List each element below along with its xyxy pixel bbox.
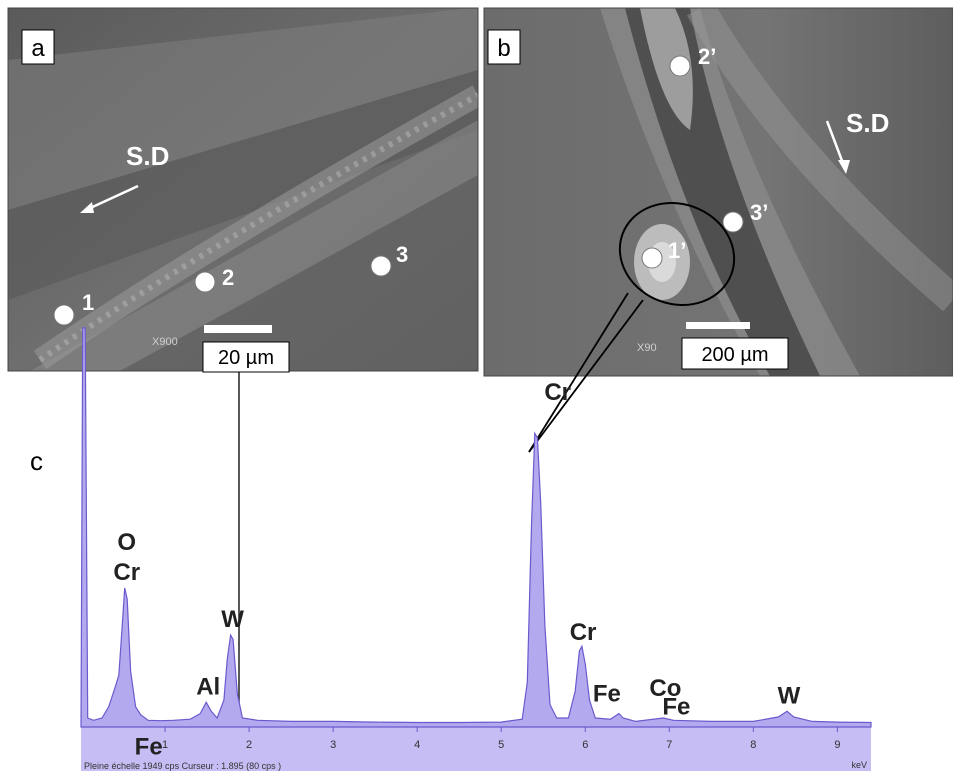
peak-label: Fe bbox=[593, 681, 621, 708]
peak-label: W bbox=[221, 606, 244, 633]
panel-b-point-label: 3’ bbox=[750, 200, 768, 225]
panel-a-point-label: 3 bbox=[396, 242, 408, 267]
panel-a-point-label: 1 bbox=[82, 290, 94, 315]
peak-label: Cr bbox=[544, 379, 571, 406]
panel-b-scale-bar bbox=[686, 322, 750, 329]
x-tick-label: 8 bbox=[750, 739, 756, 751]
panel-c-letter: c bbox=[30, 446, 43, 476]
peak-label: Cr bbox=[570, 619, 597, 646]
panel-b-arrowhead-icon bbox=[838, 160, 850, 174]
x-tick-label: 4 bbox=[414, 739, 420, 751]
x-tick-label: 5 bbox=[498, 739, 504, 751]
x-tick-label: 1 bbox=[162, 739, 168, 751]
micrograph-b bbox=[484, 8, 953, 376]
spectrum-footer: Pleine échelle 1949 cps Curseur : 1.895 … bbox=[84, 761, 281, 771]
micrograph-a bbox=[8, 8, 478, 371]
x-tick-label: 9 bbox=[834, 739, 840, 751]
panel-a-point-marker bbox=[194, 271, 216, 293]
panel-a-point-marker bbox=[53, 304, 75, 326]
panel-a-magnification: X900 bbox=[152, 336, 178, 348]
panel-a-scale-label: 20 µm bbox=[218, 347, 274, 369]
panel-b-magnification: X90 bbox=[637, 342, 657, 354]
panel-b-point-marker bbox=[669, 55, 691, 77]
peak-label: W bbox=[778, 682, 801, 709]
panel-b-point-label: 2’ bbox=[698, 44, 716, 69]
panel-b-arrow-icon bbox=[825, 120, 846, 167]
x-tick-label: 3 bbox=[330, 739, 336, 751]
peak-label: Fe bbox=[662, 693, 690, 720]
panel-b-scale-label: 200 µm bbox=[701, 344, 768, 366]
panel-b-point-marker bbox=[722, 211, 744, 233]
panel-a-scale-bar bbox=[204, 325, 272, 333]
x-axis-unit: keV bbox=[851, 760, 867, 770]
panel-b-point-marker bbox=[641, 247, 663, 269]
panel-a-letter: a bbox=[31, 35, 45, 62]
panel-a-arrowhead-icon bbox=[80, 202, 94, 213]
panel-b-letter: b bbox=[497, 35, 510, 62]
peak-label: Al bbox=[196, 673, 220, 700]
spectrum-series bbox=[80, 327, 872, 728]
panel-a-sliding-direction: S.D bbox=[126, 141, 169, 171]
x-tick-label: 6 bbox=[582, 739, 588, 751]
x-tick-label: 7 bbox=[666, 739, 672, 751]
panel-a-point-label: 2 bbox=[222, 265, 234, 290]
panel-b-scale-label-box bbox=[681, 337, 789, 370]
peak-label: Co bbox=[649, 675, 681, 702]
spectrum-axis-band bbox=[81, 727, 871, 771]
peak-label: Fe bbox=[135, 734, 163, 761]
peak-label: O bbox=[117, 529, 136, 556]
panel-b-letter-box bbox=[487, 29, 521, 65]
panel-b-sliding-direction: S.D bbox=[846, 108, 889, 138]
panel-a-letter-box bbox=[21, 29, 55, 65]
panel-a-arrow-icon bbox=[85, 184, 139, 212]
peak-label: Cr bbox=[113, 559, 140, 586]
panel-a-scale-label-box bbox=[202, 341, 290, 373]
x-tick-label: 2 bbox=[246, 739, 252, 751]
panel-a-point-marker bbox=[370, 255, 392, 277]
panel-b-point-label: 1’ bbox=[668, 238, 686, 263]
